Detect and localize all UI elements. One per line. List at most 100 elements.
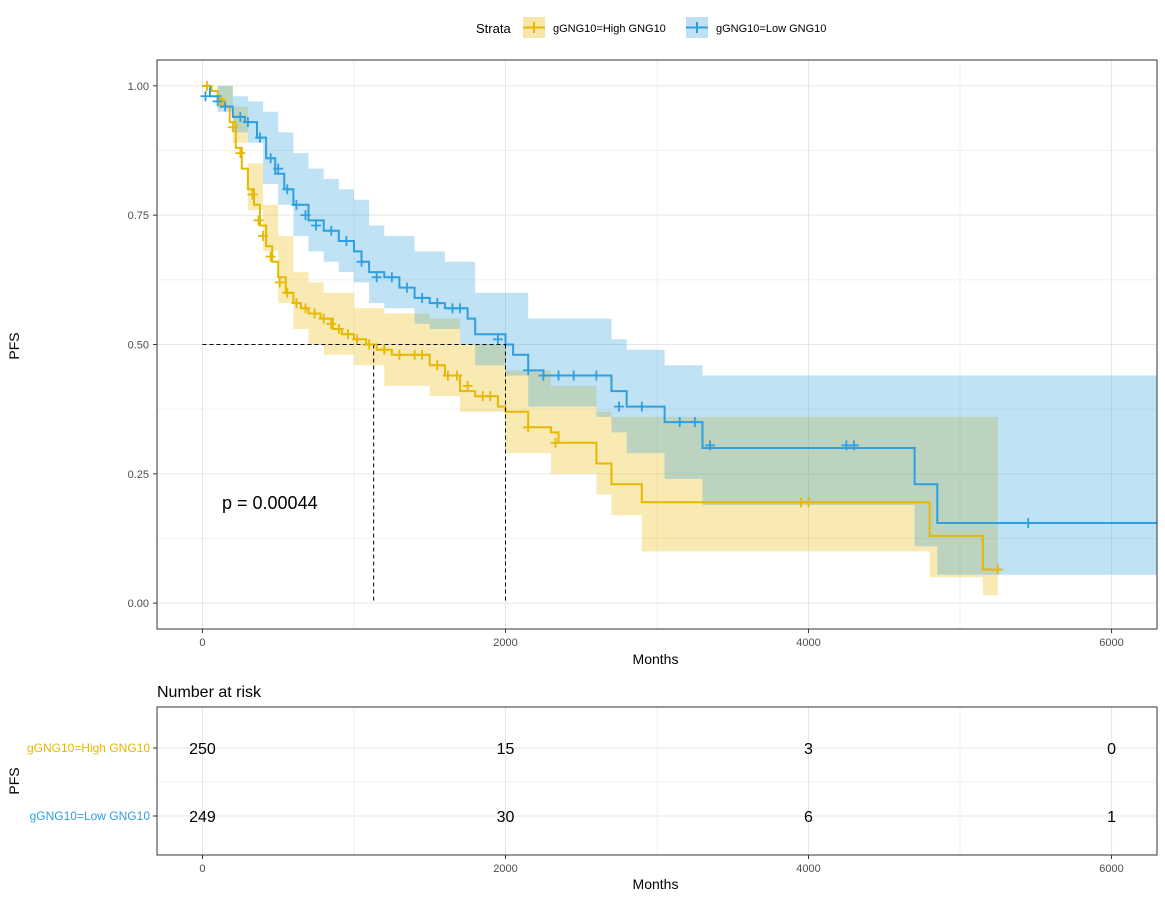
censor-mark [455,303,466,314]
risk-count-cell: 15 [497,741,515,758]
censor-mark [379,344,390,355]
censor-mark [492,334,503,345]
risk-table-x-ticks: 0 2000 4000 6000 [199,855,1124,875]
ci-ribbon-low [202,85,1157,575]
censor-mark [300,303,311,314]
risk-x-tick-label: 2000 [493,863,517,875]
censor-mark [432,360,443,371]
y-tick-label: 0.00 [128,598,149,610]
confidence-ribbons [202,85,1157,596]
censor-mark [523,422,534,433]
y-tick-label: 0.50 [128,340,149,352]
p-value-annotation: p = 0.00044 [222,493,318,513]
censor-mark [282,287,293,298]
survival-line-low [202,84,1157,524]
x-axis-ticks: 0 2000 4000 6000 [199,629,1124,649]
risk-row-label: gGNG10=High GNG10 [27,741,150,755]
y-axis-label: PFS [6,332,22,359]
censor-mark [253,215,264,226]
censor-mark [364,339,375,350]
legend-item-high[interactable]: gGNG10=High GNG10 [523,17,666,38]
censor-mark [333,323,344,334]
censor-mark [803,497,814,508]
legend-label-high: gGNG10=High GNG10 [553,23,666,35]
risk-count-cell: 250 [189,741,216,758]
risk-x-tick-label: 4000 [796,863,820,875]
risk-table-gridlines [157,707,1157,855]
risk-table-border [156,706,1158,856]
survival-plot-panel: 0.00 0.25 0.50 0.75 1.00 0 2000 4000 6000 Month… [6,59,1158,667]
legend: Strata gGNG10=High GNG10 gGNG10=Low GNG1… [476,17,826,38]
censor-mark [386,272,397,283]
censor-mark [452,370,462,381]
censor-mark [462,380,473,391]
censor-mark [614,401,625,412]
y-tick-label: 0.25 [128,469,149,481]
risk-table-y-label: PFS [6,767,22,794]
x-tick-label: 2000 [493,637,517,649]
censor-mark [356,256,367,267]
risk-count-cell: 1 [1107,809,1116,826]
censor-mark [992,564,1003,575]
censor-mark [309,308,320,319]
risk-count-cell: 6 [804,809,813,826]
censor-mark [282,184,293,195]
censor-mark [274,277,285,288]
censor-mark [538,370,549,381]
censor-mark [202,80,212,91]
censor-mark [417,292,428,303]
censor-mark [553,370,564,381]
censor-mark [591,370,602,381]
censor-mark [227,122,238,133]
censor-mark [402,282,412,293]
censor-mark [674,417,685,428]
censor-mark [341,236,352,247]
censor-mark [291,199,302,210]
censor-mark [394,349,405,360]
survival-curves [202,84,1157,571]
x-axis-label: Months [633,651,679,667]
censor-mark [265,251,276,262]
risk-row-label: gGNG10=Low GNG10 [30,809,151,823]
censor-mark [636,401,647,412]
censor-mark [523,365,534,376]
x-tick-label: 4000 [796,637,820,649]
x-tick-label: 0 [199,637,205,649]
censor-mark [242,117,253,128]
censor-mark [311,220,322,231]
censor-mark [568,370,579,381]
censor-mark [352,334,362,345]
median-survival-lines [202,344,506,604]
main-gridlines [157,60,1157,629]
legend-title: Strata [476,21,511,36]
risk-x-tick-label: 6000 [1099,863,1123,875]
censor-mark [342,329,353,340]
legend-item-low[interactable]: gGNG10=Low GNG10 [686,17,826,38]
censor-mark [326,225,337,236]
risk-count-cell: 0 [1107,741,1116,758]
censor-marks [200,80,1034,575]
censor-mark [220,101,231,112]
censor-mark [273,163,284,174]
censor-mark [212,96,223,107]
censor-mark [265,153,276,164]
censor-mark [318,313,329,324]
censor-mark [258,230,269,241]
risk-table-title: Number at risk [157,684,262,701]
risk-count-cell: 249 [189,809,216,826]
censor-mark [848,440,859,451]
ci-ribbon-high [202,85,998,596]
legend-label-low: gGNG10=Low GNG10 [716,23,826,35]
censor-mark [689,417,700,428]
censor-mark [291,298,302,309]
risk-table-row-labels: gGNG10=High GNG10 gGNG10=Low GNG10 [27,741,157,823]
y-tick-label: 1.00 [128,81,149,93]
censor-mark [417,349,428,360]
risk-count-cell: 3 [804,741,813,758]
censor-mark [705,440,716,451]
censor-mark [235,148,246,159]
